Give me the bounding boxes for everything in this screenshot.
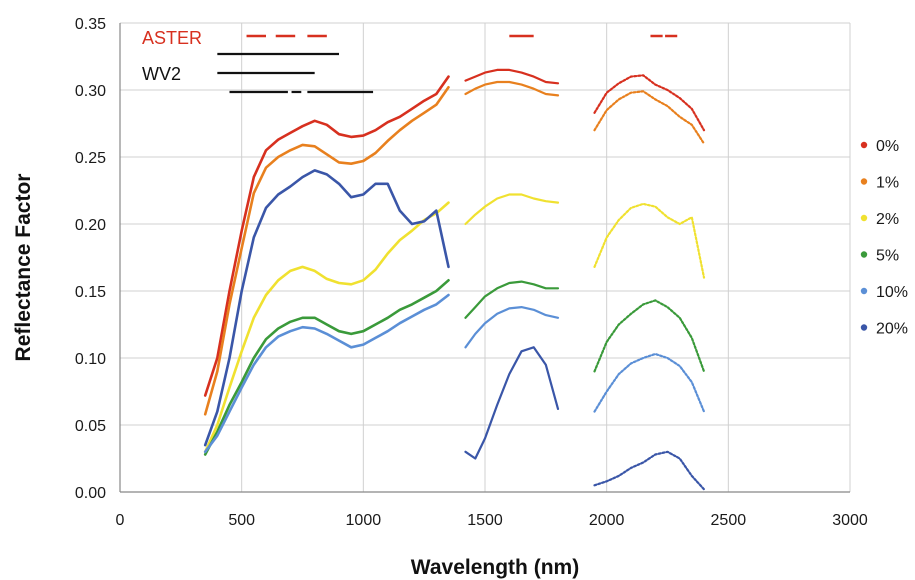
x-tick-label: 2000 bbox=[589, 512, 625, 529]
legend-label-5pct: 5% bbox=[876, 248, 899, 265]
series-line-10pct-segment-2 bbox=[464, 306, 560, 349]
series-line-1pct-segment-2 bbox=[464, 80, 560, 97]
series-line-20pct-segment-3 bbox=[593, 450, 706, 491]
series-line-5pct-segment-1 bbox=[203, 279, 450, 456]
x-axis-title: Wavelength (nm) bbox=[411, 556, 579, 579]
y-tick-label: 0.35 bbox=[75, 16, 106, 33]
axes: 0.00 0.05 0.10 0.15 0.20 0.25 0.30 0.35 0 500 1000… bbox=[75, 16, 868, 529]
x-tick-label: 1500 bbox=[467, 512, 503, 529]
y-axis-title: Reflectance Factor bbox=[12, 174, 35, 362]
x-tick-label: 1000 bbox=[346, 512, 382, 529]
y-tick-label: 0.20 bbox=[75, 217, 106, 234]
x-tick-label: 0 bbox=[116, 512, 125, 529]
legend-label-10pct: 10% bbox=[876, 284, 908, 301]
legend-marker-2pct bbox=[860, 214, 868, 222]
series-line-2pct-segment-2 bbox=[464, 193, 560, 226]
series-line-20pct-segment-1 bbox=[203, 169, 450, 447]
y-tick-label: 0.00 bbox=[75, 485, 106, 502]
series-line-0pct-segment-1 bbox=[203, 75, 450, 397]
series-line-2pct-segment-1 bbox=[203, 201, 450, 454]
series-line-1pct-segment-3 bbox=[593, 90, 706, 145]
wv2-label: WV2 bbox=[142, 64, 181, 84]
series-line-10pct-segment-1 bbox=[203, 293, 450, 454]
series-line-5pct-segment-2 bbox=[464, 280, 560, 319]
sensor-band-markers: ASTER WV2 bbox=[142, 28, 678, 94]
legend-marker-0pct bbox=[860, 141, 868, 149]
legend: 0% 1% 2% 5% 10% 20% bbox=[860, 138, 908, 338]
series-line-0pct-segment-3 bbox=[593, 74, 706, 132]
y-tick-label: 0.30 bbox=[75, 83, 106, 100]
legend-label-20pct: 20% bbox=[876, 321, 908, 338]
legend-label-0pct: 0% bbox=[876, 138, 899, 155]
series-line-10pct-segment-3 bbox=[593, 352, 706, 413]
series-line-5pct-segment-3 bbox=[593, 299, 706, 373]
series-line-2pct-segment-3 bbox=[593, 202, 706, 279]
series-line-0pct-segment-2 bbox=[464, 68, 560, 85]
legend-marker-5pct bbox=[860, 251, 868, 258]
legend-label-2pct: 2% bbox=[876, 211, 899, 228]
grid-lines bbox=[119, 22, 851, 493]
series-line-1pct-segment-1 bbox=[203, 86, 450, 416]
y-tick-label: 0.05 bbox=[75, 418, 106, 435]
x-tick-label: 500 bbox=[228, 512, 255, 529]
legend-marker-1pct bbox=[860, 178, 868, 185]
legend-marker-10pct bbox=[860, 287, 868, 295]
y-tick-label: 0.15 bbox=[75, 284, 106, 301]
legend-label-1pct: 1% bbox=[876, 175, 899, 192]
legend-marker-20pct bbox=[860, 324, 868, 331]
y-tick-label: 0.10 bbox=[75, 351, 106, 368]
x-tick-label: 2500 bbox=[711, 512, 747, 529]
series-group bbox=[203, 68, 706, 491]
series-line-20pct-segment-2 bbox=[464, 346, 560, 460]
x-tick-label: 3000 bbox=[832, 512, 868, 529]
aster-label: ASTER bbox=[142, 28, 202, 48]
y-tick-label: 0.25 bbox=[75, 150, 106, 167]
